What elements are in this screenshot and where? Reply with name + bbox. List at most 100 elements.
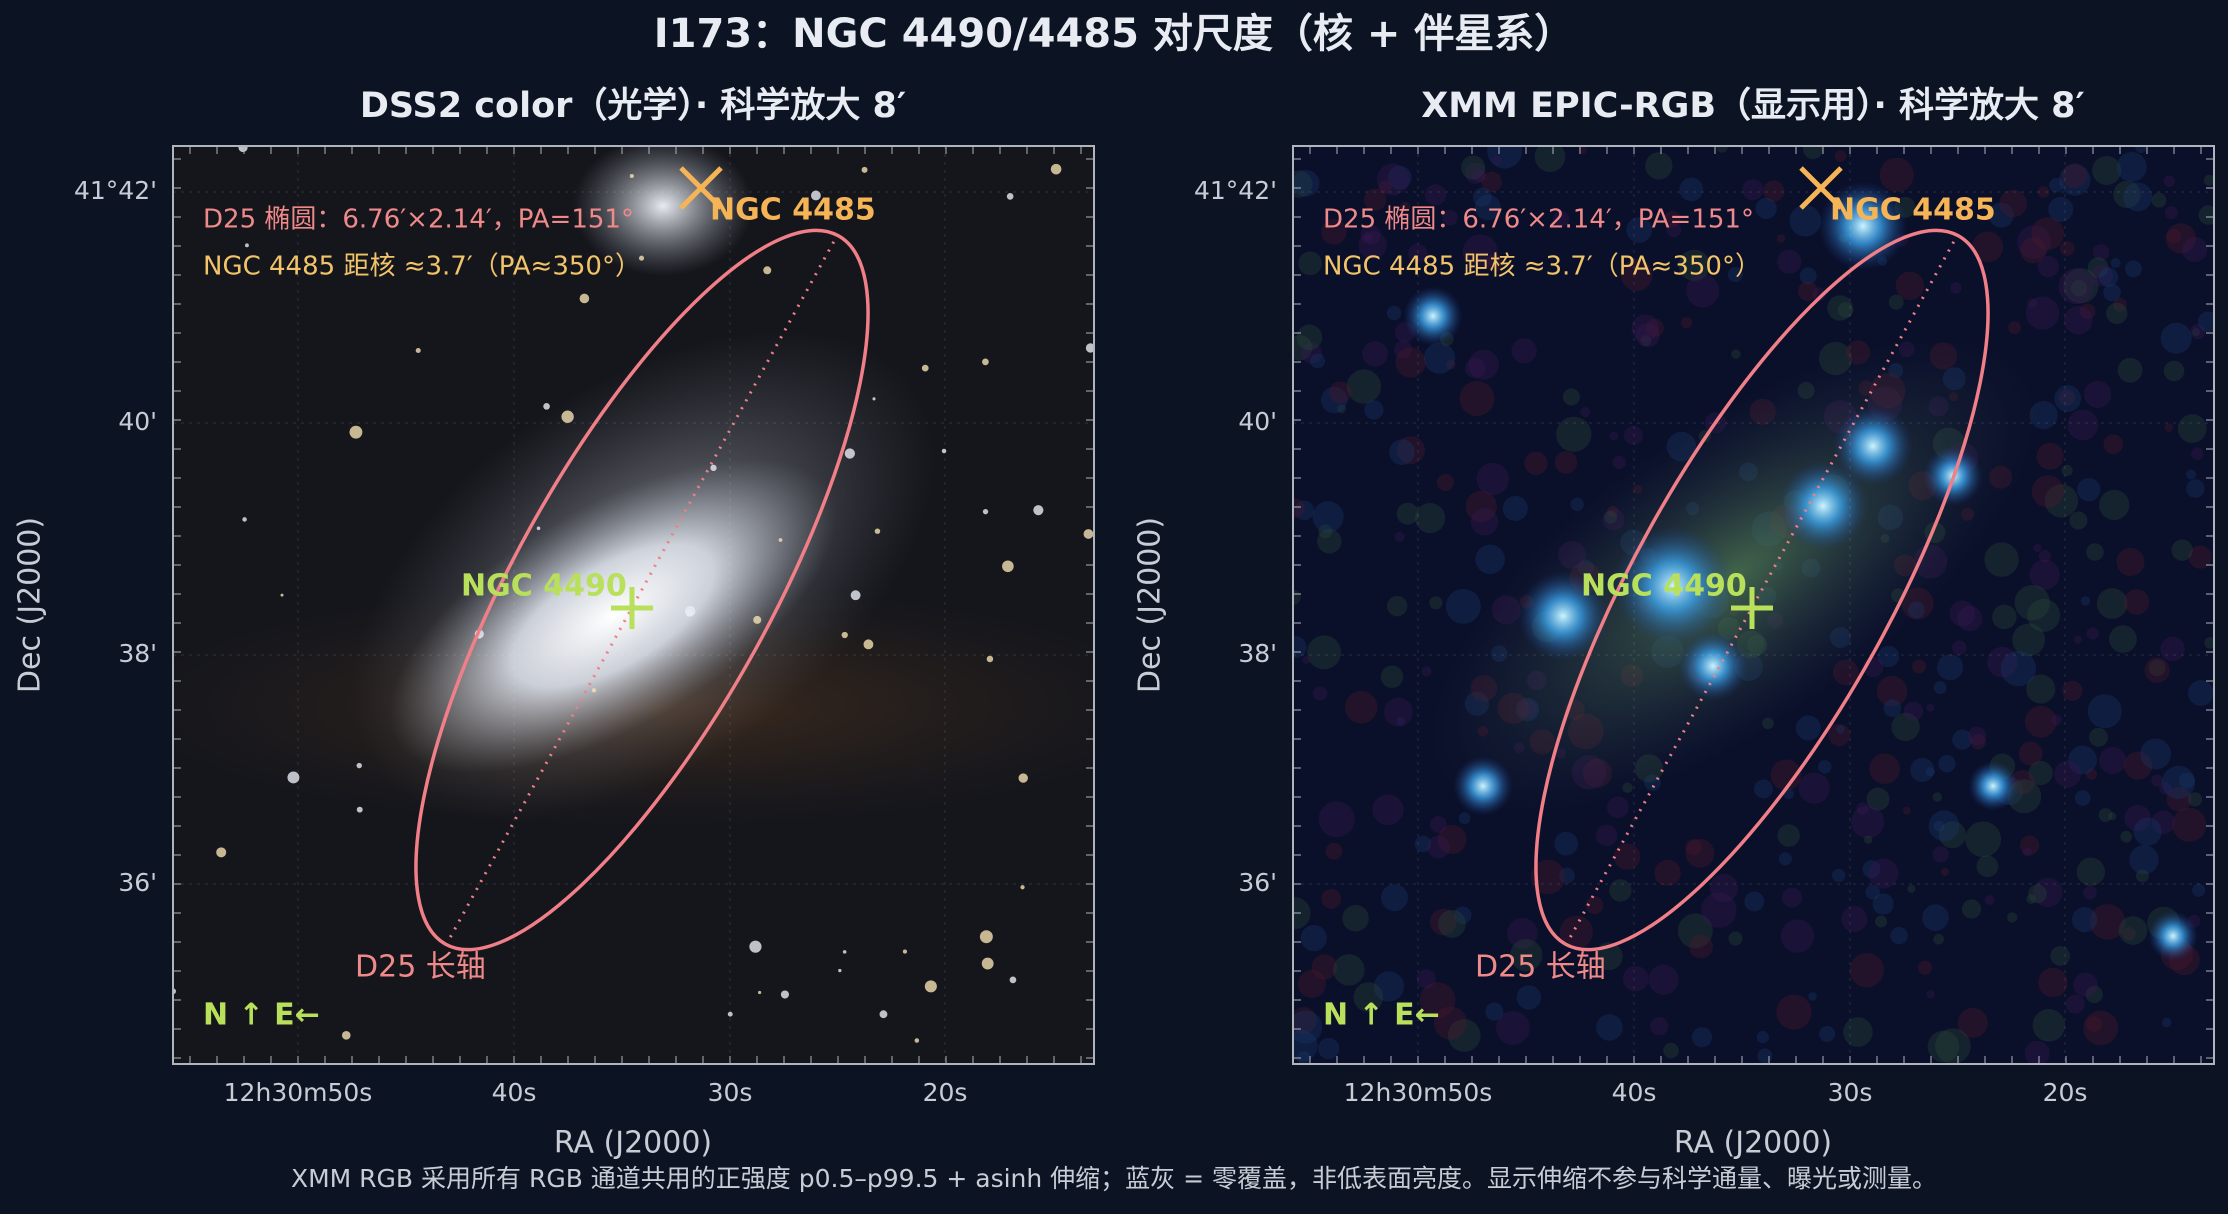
noise [1373, 971, 1405, 1002]
noise [1795, 715, 1821, 741]
noise [1353, 982, 1384, 1012]
star [1083, 529, 1094, 539]
noise [1613, 843, 1641, 870]
noise [2112, 297, 2127, 312]
noise [1419, 982, 1456, 1019]
noise [2012, 623, 2046, 657]
noise [1876, 675, 1908, 707]
noise [1312, 686, 1328, 701]
noise [1933, 933, 1945, 945]
x-tick-label: 30s [1828, 1078, 1873, 1107]
noise [2087, 257, 2109, 278]
noise [1487, 146, 1523, 169]
noise [1951, 640, 1967, 656]
noise [1864, 835, 1873, 844]
noise [2087, 694, 2122, 729]
star [982, 508, 989, 515]
noise [1776, 234, 1786, 243]
companion-marker [679, 166, 723, 210]
noise [2204, 637, 2214, 649]
noise [1831, 868, 1846, 883]
noise [2178, 772, 2195, 789]
noise [2085, 985, 2103, 1004]
noise [1395, 347, 1426, 378]
noise [1961, 899, 1982, 919]
star [1085, 343, 1094, 353]
noise [2038, 549, 2052, 563]
noise [2054, 760, 2082, 788]
noise [1679, 177, 1704, 202]
noise [1293, 335, 1313, 361]
noise [2049, 177, 2064, 193]
noise [1310, 353, 1326, 369]
noise [1415, 502, 1446, 534]
star [356, 762, 362, 769]
noise [1346, 369, 1382, 404]
noise [1364, 400, 1384, 420]
noise [1727, 267, 1743, 283]
noise [2022, 847, 2032, 857]
noise [1476, 462, 1509, 496]
noise [2109, 625, 2137, 653]
noise [1511, 338, 1537, 364]
star [1009, 976, 1017, 984]
noise [1744, 891, 1765, 912]
noise [1394, 340, 1413, 359]
noise [1381, 884, 1409, 912]
noise [1645, 152, 1673, 180]
noise [1926, 703, 1935, 712]
star [838, 968, 842, 973]
noise [2036, 442, 2064, 470]
noise [2108, 812, 2117, 821]
noise [2018, 741, 2043, 766]
noise [2188, 545, 2212, 569]
x-tick-label: 30s [708, 1078, 753, 1107]
noise [1802, 146, 1824, 160]
footnote: XMM RGB 采用所有 RGB 通道共用的正强度 p0.5–p99.5 + a… [291, 1164, 1937, 1193]
companion-note: NGC 4485 距核 ≈3.7′（PA≈350°） [203, 252, 641, 282]
noise [2166, 229, 2182, 244]
x-ray-source [1968, 761, 2018, 811]
noise [1301, 342, 1323, 364]
noise [2073, 972, 2098, 998]
star [1020, 885, 1025, 890]
star [710, 464, 717, 471]
noise [1372, 794, 1404, 826]
noise [2085, 768, 2098, 780]
noise [2099, 489, 2130, 521]
noise [2037, 186, 2050, 198]
noise [1468, 349, 1499, 380]
noise [2171, 539, 2193, 561]
noise [1329, 381, 1352, 404]
companion-marker [1799, 166, 1843, 210]
core-label: NGC 4490 [1581, 569, 1747, 604]
noise [1728, 931, 1743, 946]
noise [1686, 274, 1720, 308]
noise [2123, 751, 2153, 780]
noise [1701, 892, 1737, 928]
noise [2033, 877, 2063, 908]
noise [1677, 913, 1713, 949]
noise [1445, 588, 1481, 624]
noise [1841, 905, 1868, 933]
noise [1691, 1027, 1713, 1048]
noise [2186, 479, 2205, 498]
noise [2044, 484, 2079, 518]
star [861, 166, 868, 173]
noise [2067, 409, 2099, 441]
noise [1378, 180, 1392, 194]
noise [1877, 645, 1900, 668]
noise [1949, 600, 1976, 627]
x-axis-label: RA (J2000) [1674, 1126, 1832, 1161]
noise [1972, 231, 2004, 263]
noise [2070, 280, 2088, 297]
noise [1333, 954, 1365, 986]
x-ray-source [1678, 631, 1748, 701]
noise [2191, 328, 2201, 337]
noise [1389, 439, 1415, 466]
noise [2061, 464, 2073, 476]
noise [1731, 349, 1741, 359]
noise [2164, 423, 2174, 432]
noise [1559, 867, 1575, 884]
noise [2192, 883, 2206, 897]
